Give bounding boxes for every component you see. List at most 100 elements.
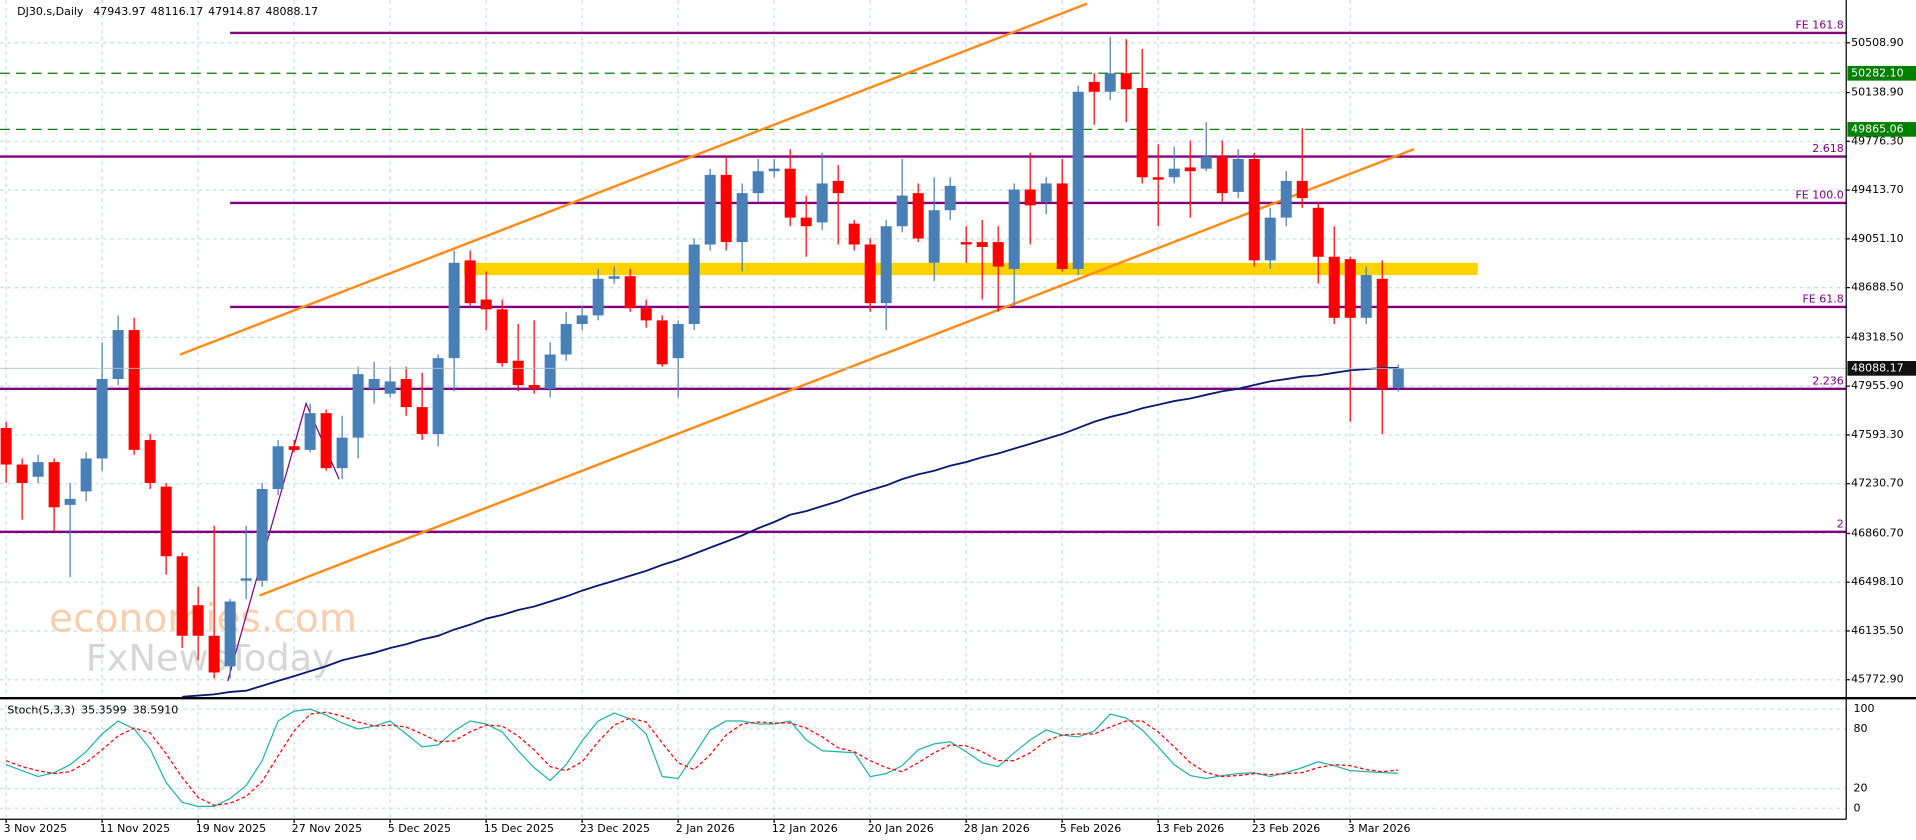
candle-body: [752, 171, 764, 194]
plot: 48088.17: [0, 36, 1916, 807]
candle-body: [368, 379, 380, 389]
candle-body: [256, 489, 268, 581]
x-tick-label: 3 Mar 2026: [1348, 822, 1411, 835]
candle-body: [1136, 87, 1148, 178]
candle-body: [960, 242, 972, 245]
candle-body: [928, 210, 940, 263]
candle-body: [656, 320, 668, 365]
candle-body: [576, 315, 588, 324]
x-tick-label: 20 Jan 2026: [868, 822, 934, 835]
candle-body: [1088, 81, 1100, 92]
candle-body: [1280, 180, 1292, 218]
ohlc-value: 47914.87: [208, 5, 261, 18]
x-tick-label: 23 Feb 2026: [1252, 822, 1321, 835]
level-label: 2.618: [1812, 142, 1844, 155]
candle-body: [736, 193, 748, 243]
candle-body: [976, 242, 988, 247]
candle-body: [224, 601, 236, 667]
candle-body: [816, 183, 828, 223]
candle-body: [608, 276, 620, 279]
candle-body: [208, 635, 220, 673]
candle-body: [1232, 158, 1244, 192]
candle-body: [672, 323, 684, 359]
candle-body: [896, 195, 908, 227]
price-box: [1847, 361, 1916, 376]
candle-body: [800, 217, 812, 227]
trendline: [259, 148, 1415, 597]
level-label: 2: [1837, 517, 1844, 530]
candle-body: [272, 446, 284, 490]
candle-body: [144, 440, 156, 483]
x-tick-label: 2 Jan 2026: [676, 822, 735, 835]
candle-body: [160, 486, 172, 557]
candle-body: [688, 244, 700, 324]
candle-body: [1040, 183, 1052, 202]
candle-body: [448, 262, 460, 359]
candle-body: [64, 498, 76, 505]
candle-body: [1328, 256, 1340, 318]
candle-body: [784, 168, 796, 218]
candle-body: [80, 458, 92, 492]
price-box: [1847, 122, 1916, 137]
y-tick-label: 46135.50: [1851, 624, 1904, 637]
candle-body: [416, 407, 428, 435]
y-tick-label: 47230.70: [1851, 477, 1904, 490]
candle-body: [1072, 91, 1084, 269]
candle-body: [128, 330, 140, 450]
candle-body: [1200, 156, 1212, 169]
candle-body: [1168, 168, 1180, 178]
price-box-label: 48088.17: [1851, 361, 1904, 374]
candle-body: [1104, 73, 1116, 92]
y-tick-label: 46860.70: [1851, 526, 1904, 539]
x-tick-label: 13 Feb 2026: [1156, 822, 1225, 835]
candle-body: [432, 358, 444, 435]
y-tick-label: 47955.90: [1851, 379, 1904, 392]
candle-body: [1216, 156, 1228, 194]
candle-body: [16, 464, 28, 483]
candle-body: [768, 168, 780, 172]
y-tick-label: 48688.50: [1851, 281, 1904, 294]
candle-body: [912, 193, 924, 239]
trendline: [179, 2, 1088, 356]
candle-body: [1152, 177, 1164, 180]
candle-body: [48, 462, 60, 508]
y-tick-label: 49051.10: [1851, 232, 1904, 245]
candle-body: [560, 323, 572, 355]
y-tick-label: 47593.30: [1851, 428, 1904, 441]
x-tick-label: 28 Jan 2026: [964, 822, 1030, 835]
x-tick-label: 12 Jan 2026: [772, 822, 838, 835]
y-tick-label: 45772.90: [1851, 673, 1904, 686]
candle-body: [1008, 189, 1020, 269]
x-tick-label: 23 Dec 2025: [580, 822, 650, 835]
candle-body: [0, 427, 12, 465]
candle-body: [944, 185, 956, 211]
candle-body: [624, 276, 636, 309]
candle-body: [400, 379, 412, 408]
ohlc-readout: 47943.97 48116.17 47914.87 48088.17: [93, 5, 318, 18]
candle-body: [864, 244, 876, 304]
level-label: 2.236: [1812, 374, 1844, 387]
candle-body: [528, 385, 540, 389]
candle-body: [464, 260, 476, 304]
price-box: [1847, 65, 1916, 81]
candle-body: [992, 242, 1004, 267]
x-tick-label: 15 Dec 2025: [484, 822, 554, 835]
candle-body: [496, 309, 508, 364]
candle-body: [1056, 183, 1068, 269]
stoch-value: 38.5910: [133, 703, 179, 716]
candle-body: [1344, 259, 1356, 318]
candle-body: [832, 180, 844, 194]
level-label: FE 161.8: [1795, 19, 1843, 32]
y-tick-label: 48318.50: [1851, 330, 1904, 343]
x-tick-label: 5 Dec 2025: [388, 822, 451, 835]
y-tick-label: 0: [1854, 801, 1861, 814]
candle-body: [512, 360, 524, 386]
candle-body: [32, 462, 44, 477]
candle-body: [1392, 368, 1404, 388]
y-tick-label: 50508.90: [1851, 36, 1904, 49]
candle-body: [1024, 189, 1036, 206]
stoch-line: [5, 711, 1399, 806]
candle-body: [304, 413, 316, 450]
